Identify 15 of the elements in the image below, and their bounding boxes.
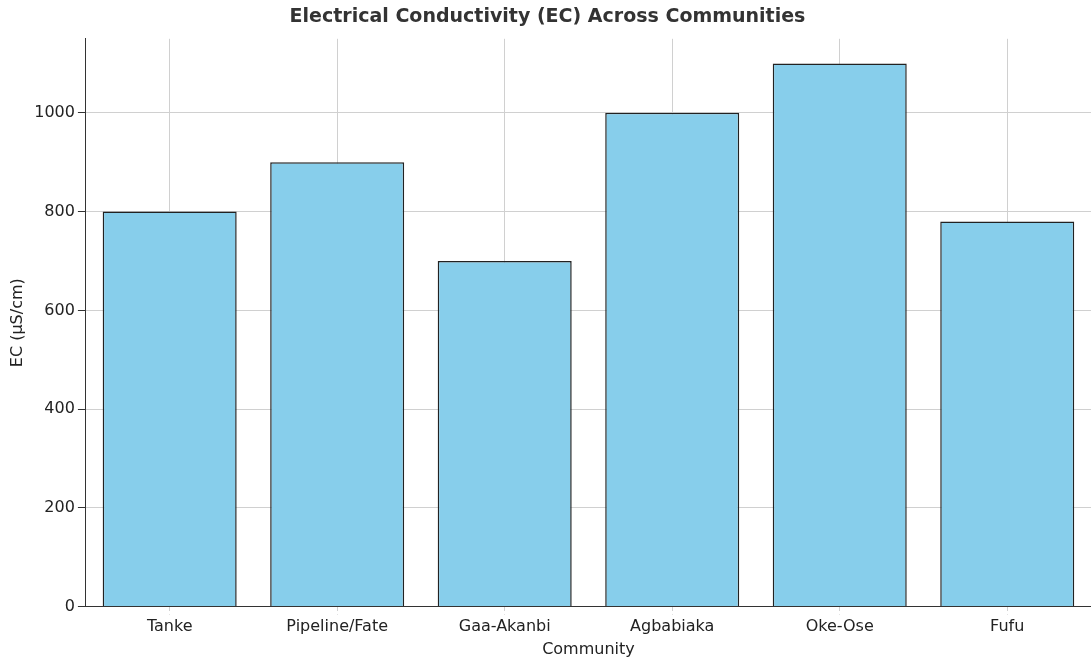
y-tick-label: 600 [44,299,75,319]
x-tick-label: Tanke [145,616,193,636]
chart-title: Electrical Conductivity (EC) Across Communities [289,4,806,27]
x-tick-label: Oke-Ose [805,616,874,636]
y-tick-label: 200 [44,497,75,517]
y-axis-title: EC (µS/cm) [6,278,26,368]
x-tick-label: Gaa-Akanbi [458,616,551,636]
y-tick-label: 400 [44,398,75,418]
x-tick-label: Agbabiaka [630,616,715,636]
y-tick-label: 800 [44,200,75,220]
x-tick-label: Pipeline/Fate [286,616,389,636]
y-tick-label: 0 [64,595,75,615]
y-tick-label: 1000 [34,102,75,122]
x-axis-title: Community [542,638,635,658]
x-tick-label: Fufu [990,616,1025,636]
